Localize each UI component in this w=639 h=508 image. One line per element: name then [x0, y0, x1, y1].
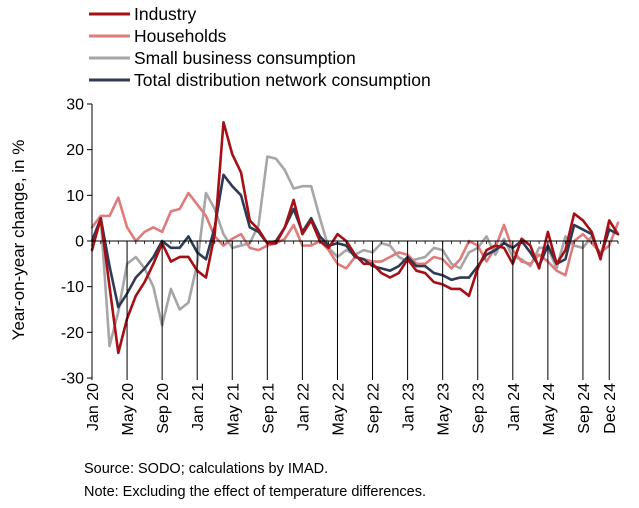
x-tick-label: Dec 24	[602, 383, 619, 434]
x-tick-label: May 23	[436, 383, 453, 436]
y-tick-label: 10	[66, 188, 84, 205]
x-tick-label: Jan 20	[85, 383, 102, 431]
x-tick-label: Sep 22	[366, 383, 383, 434]
y-tick-label: -20	[61, 325, 84, 342]
legend-label: Small business consumption	[134, 48, 356, 68]
x-tick-label: Jan 22	[295, 383, 312, 431]
legend-label: Households	[134, 26, 227, 46]
y-tick-label: 0	[75, 234, 84, 251]
y-axis-title: Year-on-year change, in %	[9, 140, 28, 341]
legend-label: Total distribution network consumption	[134, 70, 431, 90]
source-note: Source: SODO; calculations by IMAD.	[84, 461, 329, 477]
x-tick-label: May 24	[541, 383, 558, 436]
series-line-industry	[90, 120, 620, 355]
x-tick-label: May 20	[120, 383, 137, 436]
y-tick-label: 20	[66, 142, 84, 159]
x-tick-label: Jan 23	[401, 383, 418, 431]
y-axis-ticks: -30 -20 -10 0 10 20 30	[61, 97, 92, 388]
x-tick-label: Sep 21	[260, 383, 277, 434]
y-tick-label: -10	[61, 279, 84, 296]
footnote: Note: Excluding the effect of temperatur…	[84, 484, 427, 500]
series-lines	[90, 120, 620, 355]
series-line-total-distribution-network-consumption	[90, 173, 620, 309]
x-tick-label: Sep 23	[471, 383, 488, 434]
x-tick-label: Jan 24	[506, 383, 523, 431]
x-axis-ticks: Jan 20 May 20 Sep 20 Jan 21 May 21 Sep 21 Jan …	[85, 241, 619, 435]
x-tick-label: Sep 24	[576, 383, 593, 434]
x-tick-label: May 21	[225, 383, 242, 436]
x-tick-label: May 22	[330, 383, 347, 436]
legend-label: Industry	[134, 4, 196, 24]
x-tick-label: Sep 20	[155, 383, 172, 434]
y-tick-label: 30	[66, 97, 84, 114]
y-tick-label: -30	[61, 371, 84, 388]
x-tick-label: Jan 21	[190, 383, 207, 431]
